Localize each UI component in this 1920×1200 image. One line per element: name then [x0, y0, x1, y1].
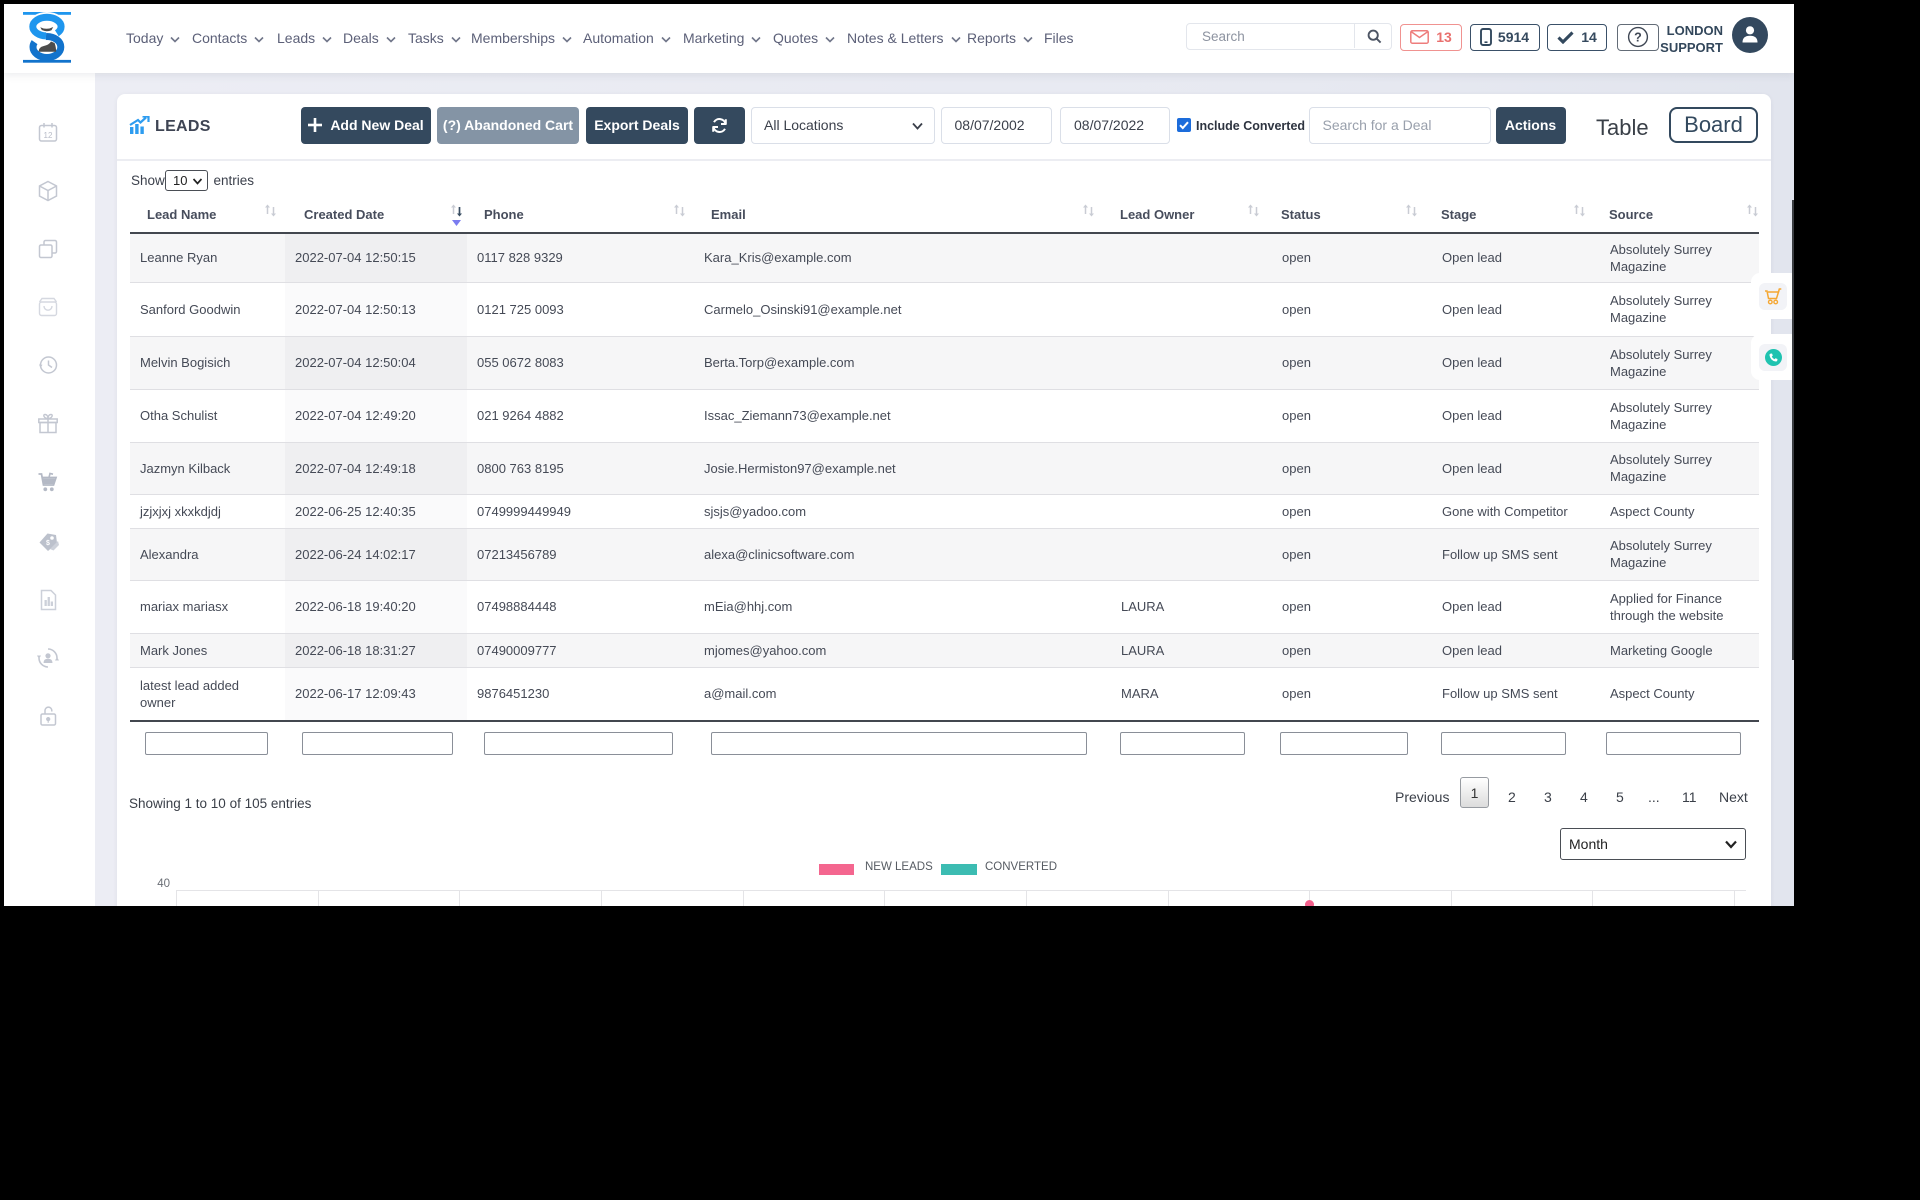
- svg-text:$: $: [46, 540, 50, 547]
- svg-text:12: 12: [44, 131, 53, 140]
- svg-text:?: ?: [1634, 30, 1642, 44]
